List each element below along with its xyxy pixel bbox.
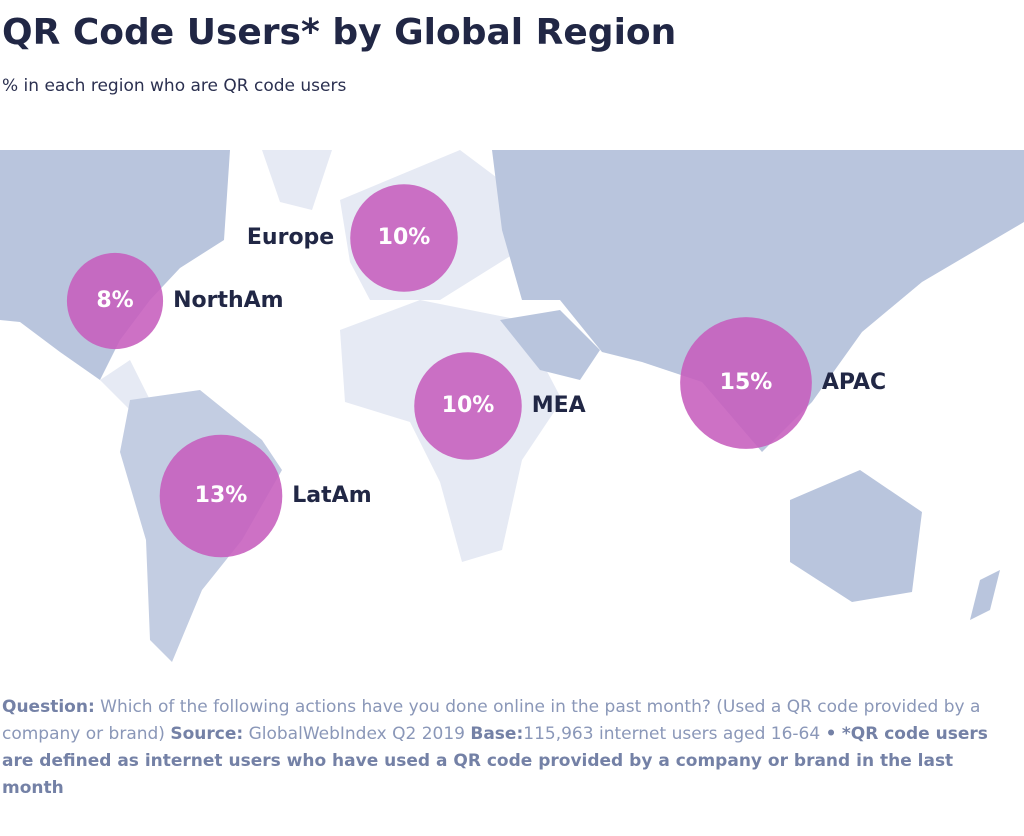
bubble xyxy=(350,184,458,292)
separator: • xyxy=(825,724,837,744)
region-label: LatAm xyxy=(292,483,371,508)
new-zealand xyxy=(970,570,1000,620)
greenland xyxy=(262,150,332,210)
bubble xyxy=(414,352,522,460)
region-label: APAC xyxy=(822,370,886,395)
question-label: Question: xyxy=(2,697,95,717)
australia xyxy=(790,470,922,602)
question: Which of the following actions have you … xyxy=(2,697,981,744)
source-label: Source: xyxy=(170,724,244,744)
region-label: Europe xyxy=(247,225,334,250)
base-label: Base: xyxy=(470,724,524,744)
value-label: 8% xyxy=(96,288,133,313)
asia xyxy=(492,150,1024,452)
bubble xyxy=(66,252,164,350)
middle-east xyxy=(500,310,600,380)
title: QR Code Users* by Global Region xyxy=(2,12,677,53)
value-label: 10% xyxy=(378,225,431,250)
source: GlobalWebIndex Q2 2019 xyxy=(248,724,465,744)
region-label: NorthAm xyxy=(173,288,284,313)
value-label: 15% xyxy=(720,370,773,395)
value-label: 13% xyxy=(195,483,248,508)
bubble xyxy=(159,434,283,558)
footer: Question: Which of the following actions… xyxy=(2,694,1020,802)
central-america xyxy=(100,360,150,410)
value-label: 10% xyxy=(442,393,495,418)
bubble xyxy=(680,317,812,449)
base: 115,963 internet users aged 16-64 xyxy=(523,724,821,744)
region-label: MEA xyxy=(532,393,586,418)
note: *QR code users are defined as internet u… xyxy=(2,724,988,798)
map: 10% Europe 8% NorthAm 10% MEA 15% APAC 13% LatAm xyxy=(0,150,1024,662)
subtitle: % in each region who are QR code users xyxy=(2,76,347,96)
